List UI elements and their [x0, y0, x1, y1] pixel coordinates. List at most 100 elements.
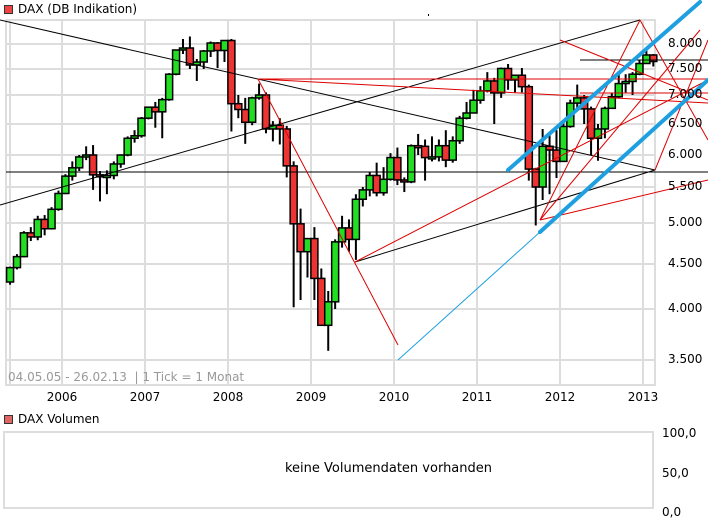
- trendline: [539, 29, 701, 221]
- candle-body: [600, 107, 610, 130]
- tick-info: 1 Tick = 1 Monat: [142, 370, 245, 384]
- candle-body: [628, 73, 637, 83]
- price-legend-label: DAX (DB Indikation): [18, 2, 138, 16]
- volume-legend: DAX Volumen: [4, 412, 100, 426]
- candle-body: [351, 198, 361, 241]
- date-range: 04.05.05 - 26.02.13: [8, 370, 127, 384]
- candle-body: [19, 232, 29, 258]
- candle-body: [171, 49, 181, 75]
- candle-body: [517, 74, 527, 88]
- candle-body: [572, 97, 582, 104]
- candle-body: [234, 102, 243, 111]
- candle-body: [247, 97, 257, 124]
- candle-body: [469, 99, 478, 114]
- candle-body: [310, 237, 319, 280]
- x-tick-label: 2013: [627, 390, 659, 404]
- candle-body: [462, 112, 471, 119]
- y-tick-label: 7.500: [668, 61, 703, 75]
- plot-area: [5, 19, 656, 386]
- candle-body: [116, 154, 125, 165]
- candle-body: [5, 266, 15, 283]
- candle-body: [40, 218, 49, 230]
- y-tick-label: 8.000: [668, 36, 703, 50]
- candle-body: [476, 90, 485, 101]
- candle-body: [642, 54, 651, 65]
- candle-body: [206, 42, 215, 52]
- date-range-label: 04.05.05 - 26.02.13 | 1 Tick = 1 Monat: [8, 370, 245, 384]
- candle-body: [344, 227, 354, 241]
- candle-body: [358, 189, 368, 200]
- candle-body: [199, 50, 208, 63]
- candle-body: [607, 95, 617, 110]
- candle-body: [365, 174, 374, 191]
- candle-body: [254, 94, 264, 99]
- candle-body: [503, 67, 513, 81]
- candle-body: [427, 156, 437, 160]
- candle-body: [420, 145, 430, 159]
- candle-body: [649, 54, 658, 63]
- y-tick-label: 6.500: [668, 116, 703, 130]
- candle-body: [213, 42, 222, 52]
- candle-body: [74, 156, 84, 169]
- volume-y-tick: 50,0: [662, 466, 689, 480]
- candle-body: [130, 135, 139, 140]
- candle-body: [434, 144, 444, 158]
- candle-body: [393, 156, 402, 181]
- candle-body: [102, 174, 112, 179]
- volume-panel: keine Volumendaten vorhanden: [3, 431, 654, 509]
- candle-body: [88, 154, 98, 176]
- price-legend-swatch: [4, 4, 13, 14]
- candle-body: [593, 128, 603, 140]
- candle-body: [323, 301, 333, 327]
- x-tick-label: 2012: [544, 390, 576, 404]
- candle-body: [240, 108, 250, 124]
- price-chart: [0, 0, 708, 386]
- candle-body: [47, 208, 56, 230]
- candle-body: [379, 178, 388, 194]
- candle-body: [483, 80, 492, 92]
- candle-body: [621, 80, 630, 85]
- candle-body: [54, 192, 63, 211]
- x-tick-label: 2009: [295, 390, 327, 404]
- candle-body: [61, 175, 70, 195]
- candle-body: [303, 237, 312, 253]
- channel-upper: [506, 0, 702, 172]
- x-tick-label: 2006: [46, 390, 78, 404]
- trendline: [559, 39, 708, 101]
- y-tick-label: 5.500: [668, 179, 703, 193]
- channel-extension: [397, 231, 541, 361]
- candle-body: [559, 125, 568, 163]
- trendline: [257, 78, 708, 104]
- candle-body: [296, 223, 305, 253]
- y-tick-label: 5.000: [668, 215, 703, 229]
- candle-body: [164, 73, 174, 101]
- x-tick-label: 2011: [461, 390, 493, 404]
- candle-body: [151, 106, 160, 113]
- trendline: [639, 19, 708, 141]
- candle-body: [455, 117, 464, 142]
- candle-body: [386, 156, 395, 181]
- y-tick-label: 6.000: [668, 147, 703, 161]
- candle-body: [330, 241, 340, 303]
- candle-body: [524, 85, 534, 170]
- candle-body: [261, 94, 271, 130]
- candle-body: [448, 139, 457, 161]
- candle-body: [185, 47, 195, 66]
- candle-body: [406, 144, 416, 183]
- candle-body: [157, 98, 167, 113]
- price-legend: DAX (DB Indikation): [4, 2, 137, 16]
- trendline: [0, 19, 641, 206]
- channel-lower: [538, 78, 708, 234]
- candle-body: [441, 144, 451, 161]
- volume-legend-swatch: [4, 414, 13, 424]
- y-tick-label: 3.500: [668, 352, 703, 366]
- candle-body: [26, 232, 36, 238]
- volume-y-tick: 100,0: [662, 426, 697, 440]
- trendline: [0, 19, 656, 171]
- candle-body: [178, 47, 188, 51]
- candle-body: [109, 163, 119, 177]
- trendline: [539, 179, 708, 221]
- candle-body: [123, 137, 132, 156]
- y-tick-label: 4.000: [668, 301, 703, 315]
- candle-body: [635, 62, 644, 75]
